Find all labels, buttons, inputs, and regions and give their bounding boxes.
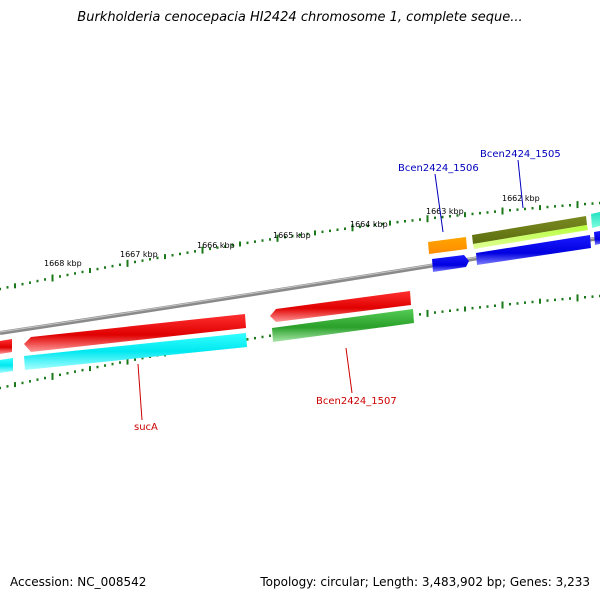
map-title: Burkholderia cenocepacia HI2424 chromoso… [77,10,523,25]
gene-forward-blue-1505[interactable] [476,235,591,265]
tick-label-1663: 1663 kbp [426,207,464,216]
gene-forward-blue-1506[interactable] [432,255,469,272]
gene-reverse-cyan-edge[interactable] [0,358,13,373]
gene-Bcen2424-1507[interactable] [270,291,411,322]
gene-label-Bcen2424-1507[interactable]: Bcen2424_1507 [316,396,397,407]
leader-line-sucA [137,363,143,421]
tick-label-1668: 1668 kbp [44,259,82,268]
tick-label-1667: 1667 kbp [120,250,158,259]
gene-reverse-red-edge[interactable] [0,339,12,354]
gene-label-Bcen2424-1506[interactable]: Bcen2424_1506 [398,163,479,174]
leader-line-1505 [517,159,524,209]
leader-line-1507 [345,347,353,394]
tick-label-1666: 1666 kbp [197,241,235,250]
topology-label: Topology: circular; Length: 3,483,902 bp… [260,575,590,589]
tick-label-1662: 1662 kbp [502,194,540,203]
gene-reverse-cyan[interactable] [24,333,247,370]
gene-forward-lime[interactable] [473,225,588,249]
gene-forward-blue-edge[interactable] [594,231,600,245]
gene-sucA[interactable] [24,314,246,352]
gene-label-sucA[interactable]: sucA [134,422,158,433]
gene-forward-teal[interactable] [591,212,600,228]
tick-label-1665: 1665 kbp [273,231,311,240]
leader-line-1506 [434,173,444,233]
gene-reverse-green[interactable] [272,309,414,342]
tick-label-1664: 1664 kbp [350,220,388,229]
gene-label-Bcen2424-1505[interactable]: Bcen2424_1505 [480,149,561,160]
gene-forward-olive[interactable] [472,216,587,244]
accession-label: Accession: NC_008542 [10,575,147,589]
outer-tick-ring [0,201,600,291]
gene-forward-orange[interactable] [428,237,467,254]
